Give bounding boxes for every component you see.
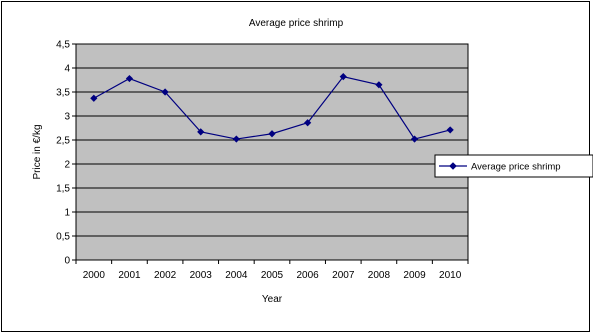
chart-title: Average price shrimp bbox=[249, 18, 344, 29]
x-tick-label: 2005 bbox=[261, 270, 284, 281]
x-tick-label: 2007 bbox=[332, 270, 355, 281]
x-tick-label: 2006 bbox=[297, 270, 320, 281]
x-tick-label: 2000 bbox=[83, 270, 106, 281]
y-tick-label: 2 bbox=[64, 160, 70, 171]
y-tick-label: 1 bbox=[64, 208, 70, 219]
y-tick-label: 0 bbox=[64, 256, 70, 267]
legend: Average price shrimp bbox=[434, 154, 593, 178]
data-point bbox=[304, 119, 312, 127]
axes bbox=[72, 43, 469, 264]
x-tick-label: 2010 bbox=[439, 270, 462, 281]
data-point bbox=[375, 81, 383, 89]
series-average-price-shrimp bbox=[90, 73, 454, 143]
y-tick-labels: 0 0,5 1 1,5 2 2,5 3 3,5 4 4,5 bbox=[56, 40, 70, 267]
data-point bbox=[161, 88, 169, 96]
y-tick-label: 1,5 bbox=[56, 184, 70, 195]
y-axis-label: Price in €/kg bbox=[32, 124, 43, 179]
data-point bbox=[268, 130, 276, 138]
x-tick-label: 2009 bbox=[403, 270, 426, 281]
x-tick-label: 2002 bbox=[154, 270, 177, 281]
x-tick-label: 2003 bbox=[190, 270, 213, 281]
data-point bbox=[232, 135, 240, 143]
legend-marker-swatch bbox=[449, 162, 457, 170]
y-tick-label: 4 bbox=[64, 64, 70, 75]
x-tick-label: 2004 bbox=[225, 270, 248, 281]
data-point bbox=[410, 135, 419, 143]
x-tick-label: 2001 bbox=[118, 270, 141, 281]
y-tick-label: 3,5 bbox=[56, 88, 70, 99]
x-tick-label: 2008 bbox=[368, 270, 391, 281]
data-point bbox=[446, 126, 454, 134]
y-tick-label: 2,5 bbox=[56, 136, 70, 147]
legend-label: Average price shrimp bbox=[471, 162, 561, 173]
data-point bbox=[90, 94, 98, 102]
plot-area bbox=[75, 43, 469, 261]
x-axis-label: Year bbox=[262, 294, 283, 305]
data-point bbox=[125, 74, 134, 83]
y-tick-label: 3 bbox=[64, 112, 70, 123]
y-tick-label: 4,5 bbox=[56, 40, 70, 51]
y-tick-label: 0,5 bbox=[56, 232, 70, 243]
data-point bbox=[339, 73, 347, 81]
data-point bbox=[197, 128, 205, 136]
x-tick-labels: 2000 2001 2002 2003 2004 2005 2006 2007 2008 2009… bbox=[83, 270, 462, 281]
legend-box bbox=[434, 154, 593, 178]
